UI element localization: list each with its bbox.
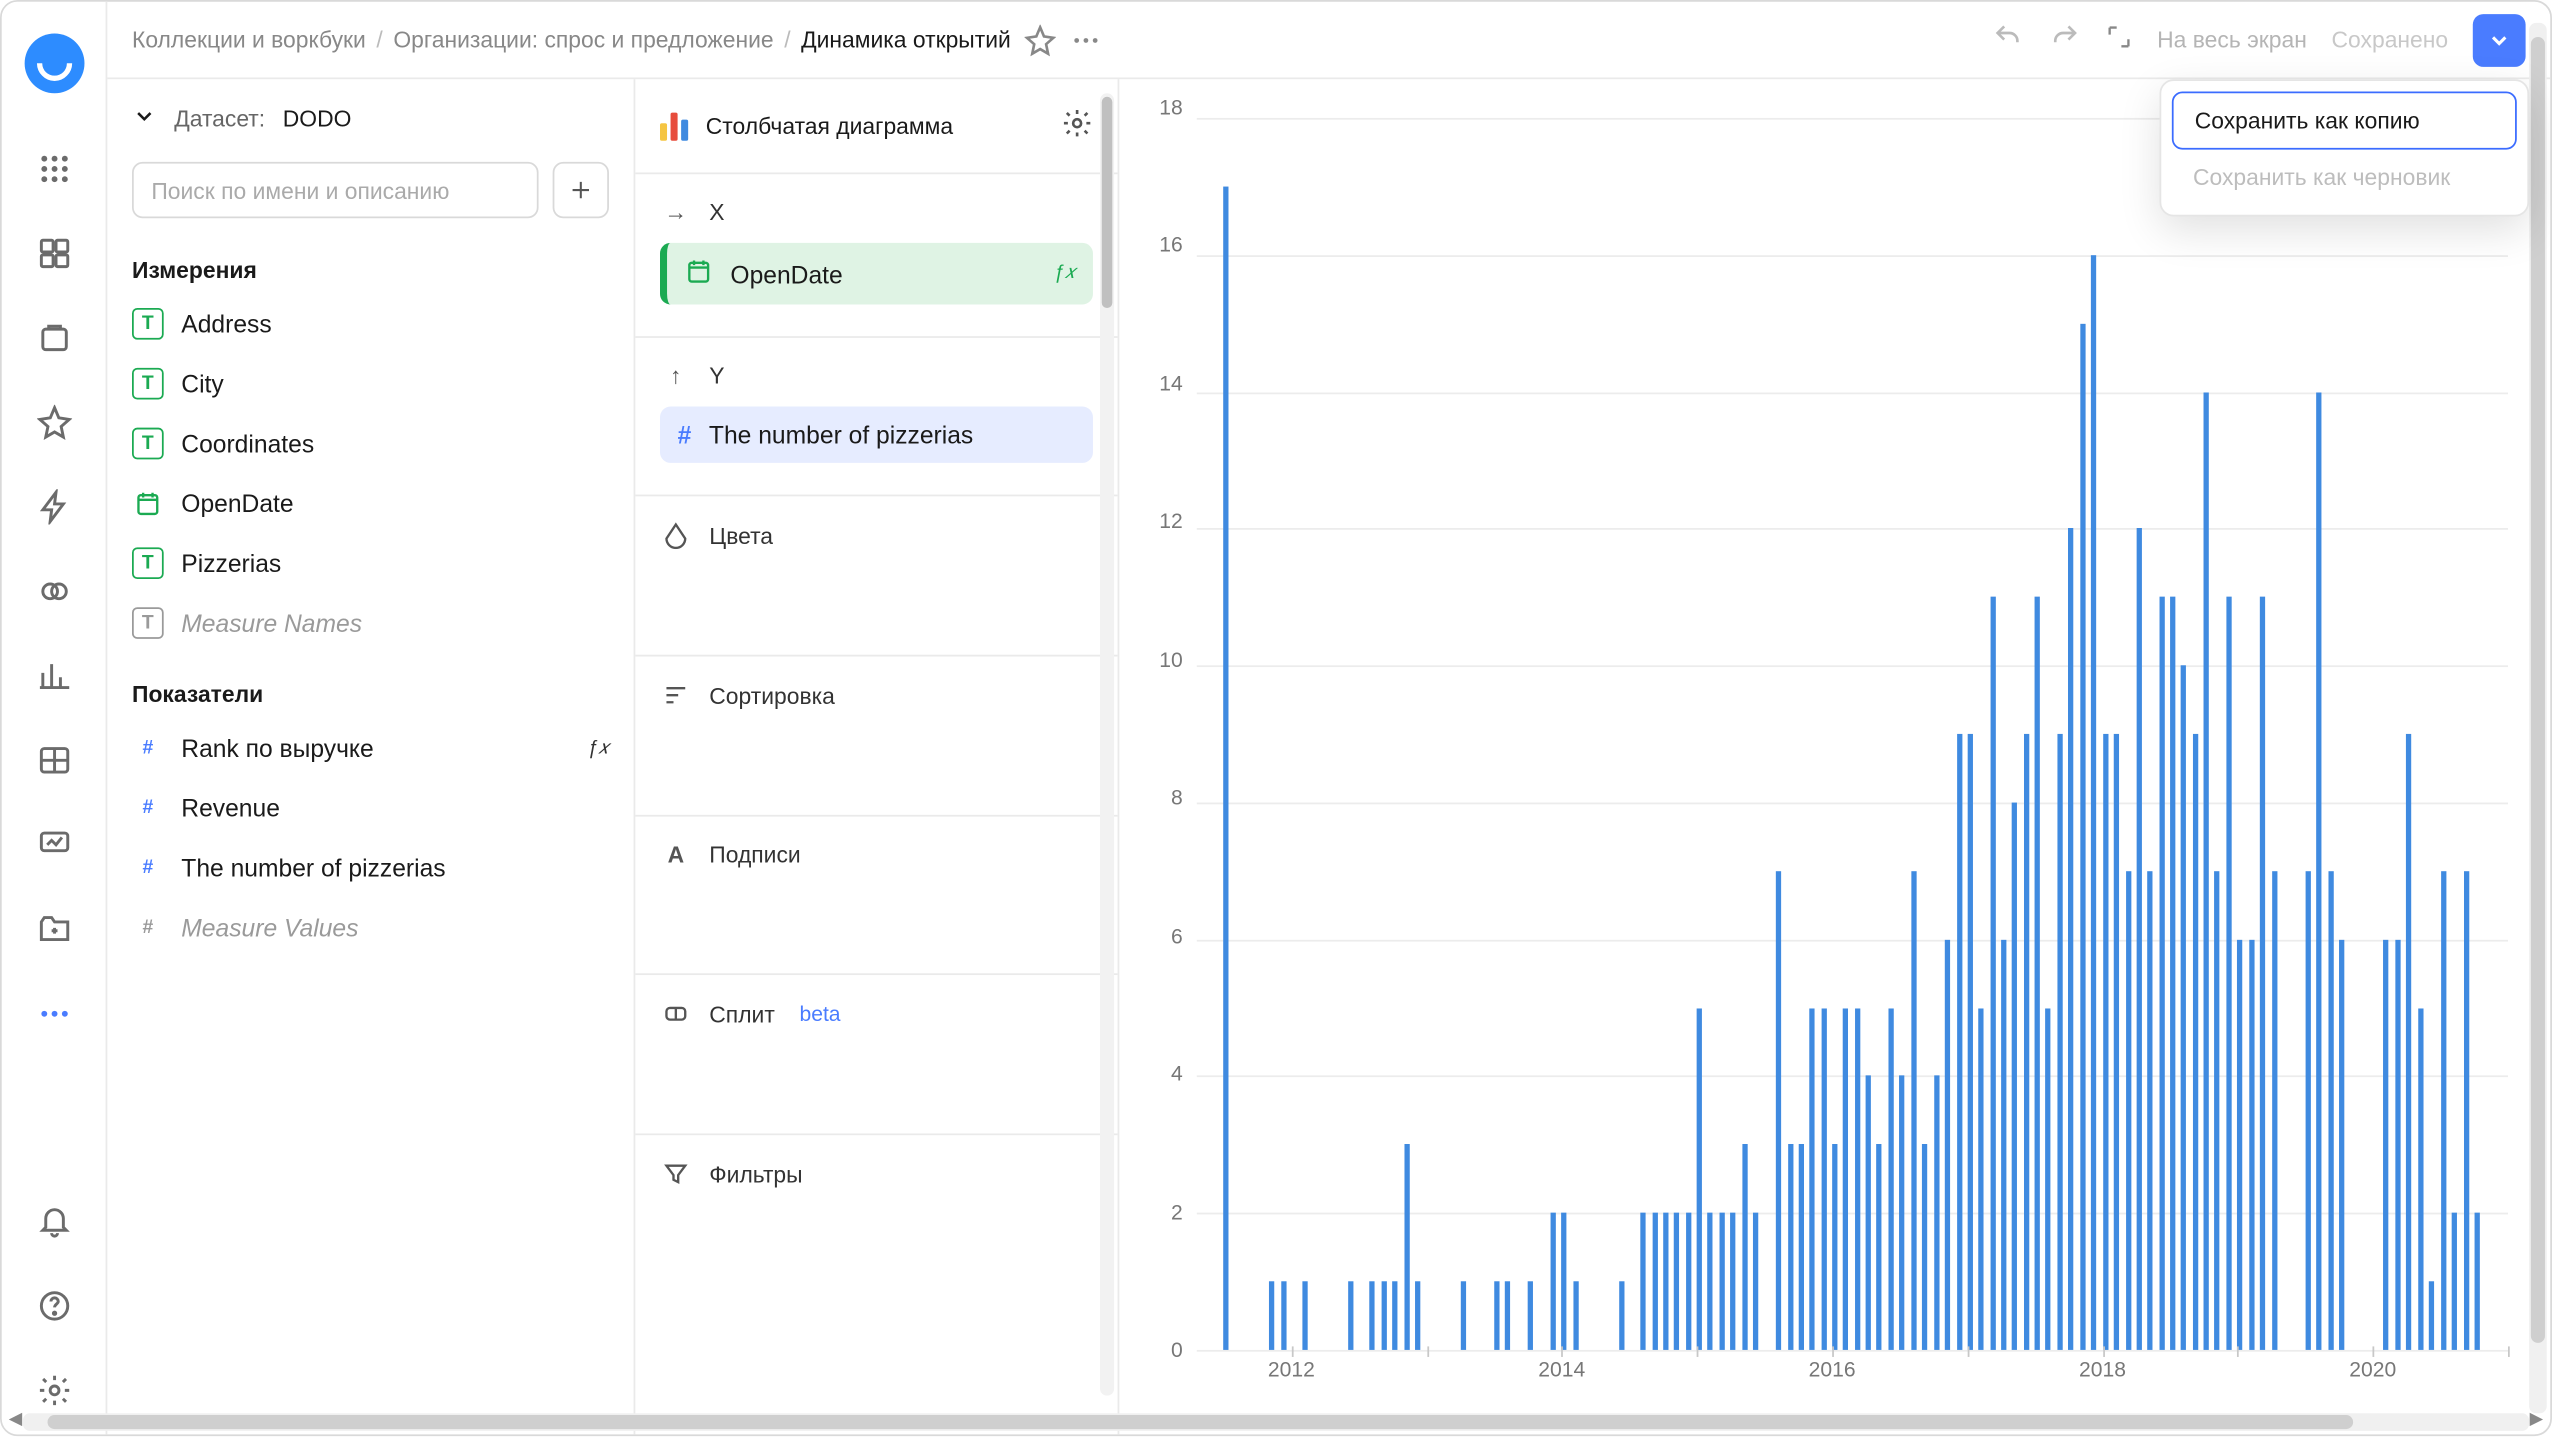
breadcrumb-sep: / [376,26,382,52]
measure-field[interactable]: # Measure Values [107,898,633,958]
dimension-field[interactable]: T Measure Names [107,593,633,653]
saved-label: Сохранено [2332,26,2449,52]
app-logo[interactable] [24,33,84,93]
config-panel: Столбчатая диаграмма → X OpenDate ƒ𝑥 ↑ Y [635,79,1119,1434]
breadcrumb-part[interactable]: Коллекции и воркбуки [132,26,366,52]
redo-icon[interactable] [2048,21,2080,58]
split-label: Сплит [709,1001,775,1027]
table-icon[interactable] [34,741,73,780]
measure-field[interactable]: # Rank по выручке ƒ𝑥 [107,718,633,778]
vertical-scrollbar[interactable] [2529,23,2547,1413]
link-icon[interactable] [34,572,73,611]
save-menu: Сохранить как копию Сохранить как чернов… [2160,79,2530,216]
filter-icon [660,1160,692,1188]
labels-label: Подписи [709,841,800,867]
bar-chart-icon [660,112,688,140]
breadcrumb-sep: / [784,26,790,52]
fullscreen-label[interactable]: На весь экран [2157,26,2307,52]
sort-icon [660,681,692,709]
dimension-field[interactable]: T Address [107,294,633,354]
hash-icon: # [678,421,692,449]
dimension-field[interactable]: OpenDate [107,473,633,533]
horizontal-scrollbar[interactable]: ◀ ▶ [23,1413,2529,1431]
dimensions-header: Измерения [107,229,633,294]
gear-icon[interactable] [1061,107,1093,144]
y-chip-label: The number of pizzerias [709,421,973,449]
fx-icon: ƒ𝑥 [1054,262,1076,285]
main-area: Коллекции и воркбуки / Организации: спро… [107,2,2550,1435]
x-chip-label: OpenDate [730,260,842,288]
dataset-row[interactable]: Датасет: DODO [107,79,633,151]
folder-icon[interactable] [34,910,73,949]
split-icon [660,1000,692,1028]
arrow-right-icon: → [660,199,692,225]
dashboards-icon[interactable] [34,234,73,273]
left-rail [2,2,108,1435]
more-actions-icon[interactable] [1071,24,1103,56]
breadcrumb-current: Динамика открытий [801,26,1011,52]
dataset-name: DODO [283,106,352,132]
save-as-copy-item[interactable]: Сохранить как копию [2172,92,2517,150]
labels-icon: A [660,841,692,867]
x-axis-label: X [709,199,724,225]
breadcrumb: Коллекции и воркбуки / Организации: спро… [132,26,1011,52]
y-axis-label: Y [709,363,724,389]
expand-icon[interactable] [2104,23,2132,56]
x-axis-chip[interactable]: OpenDate ƒ𝑥 [660,243,1093,305]
star-icon[interactable] [34,403,73,442]
monitor-icon[interactable] [34,825,73,864]
favorite-icon[interactable] [1025,24,1057,56]
dimension-field[interactable]: T City [107,354,633,414]
bell-icon[interactable] [34,1202,73,1241]
workspace: Датасет: DODO Измерения T Address T City… [107,79,2550,1434]
filters-label: Фильтры [709,1161,802,1187]
arrow-up-icon: ↑ [660,363,692,389]
measure-field[interactable]: # The number of pizzerias [107,838,633,898]
save-dropdown-button[interactable] [2473,13,2526,66]
settings-icon[interactable] [34,1371,73,1410]
chart-icon[interactable] [34,656,73,695]
collections-icon[interactable] [34,319,73,358]
beta-tag: beta [799,1001,840,1026]
config-scrollbar[interactable] [1100,93,1114,1395]
measure-field[interactable]: # Revenue [107,778,633,838]
save-as-draft-item[interactable]: Сохранить как черновик [2172,150,2517,205]
dataset-label: Датасет: [174,106,265,132]
help-icon[interactable] [34,1287,73,1326]
undo-icon[interactable] [1992,21,2024,58]
colors-label: Цвета [709,522,773,548]
fields-panel: Датасет: DODO Измерения T Address T City… [107,79,635,1434]
y-axis-chip[interactable]: # The number of pizzerias [660,407,1093,463]
breadcrumb-part[interactable]: Организации: спрос и предложение [393,26,773,52]
chevron-down-icon [132,104,157,134]
lightning-icon[interactable] [34,488,73,527]
search-input[interactable] [132,162,539,218]
sort-label: Сортировка [709,682,835,708]
chart-type-selector[interactable]: Столбчатая диаграмма [635,79,1117,174]
calendar-icon [685,257,713,290]
topbar: Коллекции и воркбуки / Организации: спро… [107,2,2550,79]
apps-icon[interactable] [34,150,73,189]
app-window: Коллекции и воркбуки / Организации: спро… [0,0,2552,1436]
chart-type-label: Столбчатая диаграмма [706,113,953,139]
more-icon[interactable] [34,994,73,1033]
chart-panel: 024681012141618 20122014201620182020 [1119,79,2550,1434]
dimension-field[interactable]: T Pizzerias [107,533,633,593]
palette-icon [660,521,692,549]
measures-header: Показатели [107,653,633,718]
bar-chart: 024681012141618 20122014201620182020 [1133,107,2518,1416]
dimension-field[interactable]: T Coordinates [107,414,633,474]
add-field-button[interactable] [553,162,609,218]
